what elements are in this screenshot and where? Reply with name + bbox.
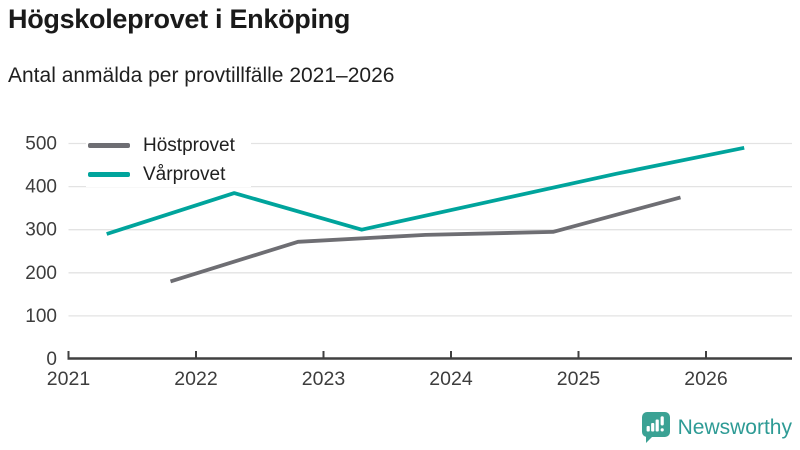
y-axis-tick-label: 300 xyxy=(25,220,57,241)
x-axis-tick-label: 2024 xyxy=(429,368,473,390)
x-axis-tick-label: 2021 xyxy=(47,368,90,390)
chart-subtitle: Antal anmälda per provtillfälle 2021–202… xyxy=(8,64,395,87)
x-axis-tick-label: 2023 xyxy=(302,368,345,390)
legend-label-varprovet: Vårprovet xyxy=(143,163,226,185)
vrprovet-line xyxy=(106,145,745,236)
chart-legend: Höstprovet Vårprovet xyxy=(86,132,251,187)
newsworthy-wordmark: Newsworthy xyxy=(677,416,792,439)
y-axis-tick-label: 400 xyxy=(25,177,57,198)
newsworthy-logo-icon xyxy=(641,412,670,443)
y-axis-tick-label: 500 xyxy=(25,134,57,155)
legend-item-varprovet: Vårprovet xyxy=(88,163,235,185)
hstprovet-line xyxy=(169,195,681,284)
x-axis-tick-label: 2026 xyxy=(684,368,727,390)
varprovet-line-swatch xyxy=(88,171,130,177)
x-axis-tick-label: 2025 xyxy=(557,368,601,390)
y-axis-tick-label: 100 xyxy=(25,306,57,327)
x-axis-tick-label: 2022 xyxy=(174,368,217,390)
newsworthy-branding: Newsworthy xyxy=(641,412,792,444)
chart-title: Högskoleprovet i Enköping xyxy=(8,4,351,34)
hostprovet-line-swatch xyxy=(88,142,130,148)
y-axis-tick-label: 200 xyxy=(25,263,57,284)
legend-label-hostprovet: Höstprovet xyxy=(143,134,235,156)
legend-item-hostprovet: Höstprovet xyxy=(88,134,235,156)
y-axis-tick-label: 0 xyxy=(46,349,57,370)
